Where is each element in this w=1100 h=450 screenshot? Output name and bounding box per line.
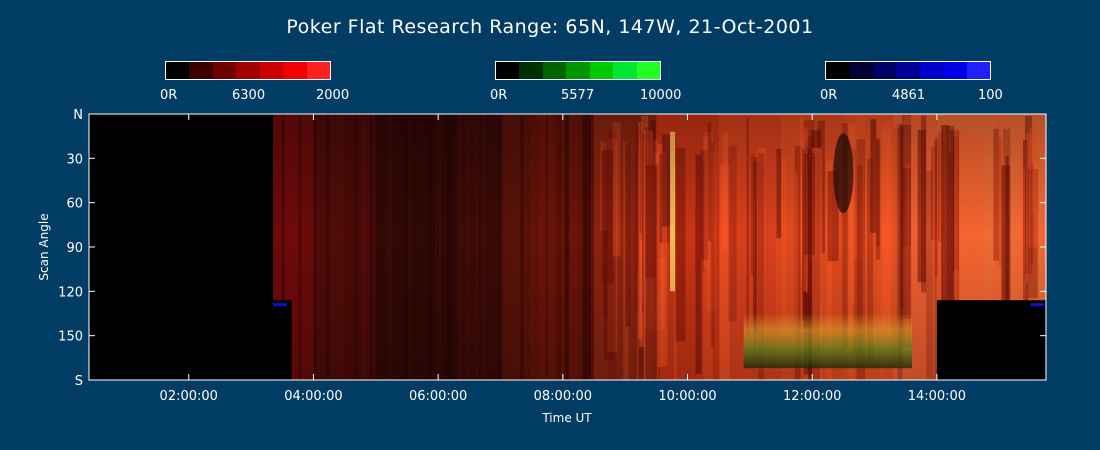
blue-colorbar-swatch-1 bbox=[849, 62, 873, 79]
green-colorbar-swatch-3 bbox=[566, 62, 590, 79]
red-colorbar-swatch-4 bbox=[259, 62, 284, 79]
green-colorbar-min-label: 0R bbox=[490, 88, 508, 103]
x-tick-label: 08:00:00 bbox=[534, 389, 592, 404]
green-colorbar-swatch-4 bbox=[589, 62, 614, 79]
blue-colorbar bbox=[825, 61, 991, 80]
blue-edge-mark-late bbox=[1030, 303, 1045, 307]
y-axis-title: Scan Angle bbox=[37, 213, 51, 280]
red-colorbar-swatch-1 bbox=[189, 62, 213, 79]
green-colorbar bbox=[495, 61, 661, 80]
blue-colorbar-swatch-3 bbox=[896, 62, 920, 79]
blue-colorbar-max-label: 100 bbox=[978, 88, 1003, 103]
x-tick-label: 02:00:00 bbox=[160, 389, 218, 404]
green-colorbar-swatch-6 bbox=[636, 62, 660, 79]
blue-edge-mark-early bbox=[272, 303, 287, 307]
blue-colorbar-swatch-4 bbox=[919, 62, 944, 79]
x-axis-title: Time UT bbox=[541, 411, 592, 425]
green-colorbar-swatch-2 bbox=[542, 62, 567, 79]
red-colorbar-swatch-0 bbox=[166, 62, 190, 79]
blue-colorbar-swatch-0 bbox=[826, 62, 850, 79]
blue-colorbar-swatch-5 bbox=[943, 62, 967, 79]
vertical-shading bbox=[272, 114, 1046, 380]
x-tick-label: 10:00:00 bbox=[658, 389, 716, 404]
red-colorbar-swatch-5 bbox=[283, 62, 307, 79]
y-tick-label: 30 bbox=[66, 152, 83, 167]
x-tick-label: 06:00:00 bbox=[409, 389, 467, 404]
y-tick-label: 90 bbox=[66, 241, 83, 256]
x-tick-label: 12:00:00 bbox=[783, 389, 841, 404]
blue-colorbar-swatch-6 bbox=[966, 62, 990, 79]
red-colorbar-max-label: 2000 bbox=[316, 88, 350, 103]
red-colorbar-swatch-6 bbox=[306, 62, 330, 79]
red-colorbar-wavelength-label: 6300 bbox=[232, 88, 266, 103]
y-tick-label: 150 bbox=[58, 330, 83, 345]
red-colorbar-swatch-3 bbox=[236, 62, 260, 79]
green-colorbar-max-label: 10000 bbox=[640, 88, 682, 103]
red-colorbar bbox=[165, 61, 331, 80]
y-tick-label: 120 bbox=[58, 285, 83, 300]
green-colorbar-wavelength-label: 5577 bbox=[561, 88, 595, 103]
red-colorbar-min-label: 0R bbox=[160, 88, 178, 103]
blue-colorbar-wavelength-label: 4861 bbox=[892, 88, 926, 103]
no-data-region-early bbox=[89, 114, 273, 380]
x-tick-label: 04:00:00 bbox=[284, 389, 342, 404]
no-data-notch-early bbox=[272, 300, 292, 380]
y-tick-label: S bbox=[75, 374, 83, 389]
x-tick-label: 14:00:00 bbox=[908, 389, 966, 404]
blue-colorbar-swatch-2 bbox=[872, 62, 897, 79]
green-colorbar-swatch-1 bbox=[519, 62, 543, 79]
blue-colorbar-min-label: 0R bbox=[820, 88, 838, 103]
green-colorbar-swatch-0 bbox=[496, 62, 520, 79]
chart-title: Poker Flat Research Range: 65N, 147W, 21… bbox=[286, 16, 814, 38]
no-data-region-late bbox=[936, 300, 1046, 380]
y-tick-label: N bbox=[73, 108, 83, 123]
red-colorbar-swatch-2 bbox=[212, 62, 237, 79]
green-colorbar-swatch-5 bbox=[613, 62, 637, 79]
y-tick-label: 60 bbox=[66, 197, 83, 212]
